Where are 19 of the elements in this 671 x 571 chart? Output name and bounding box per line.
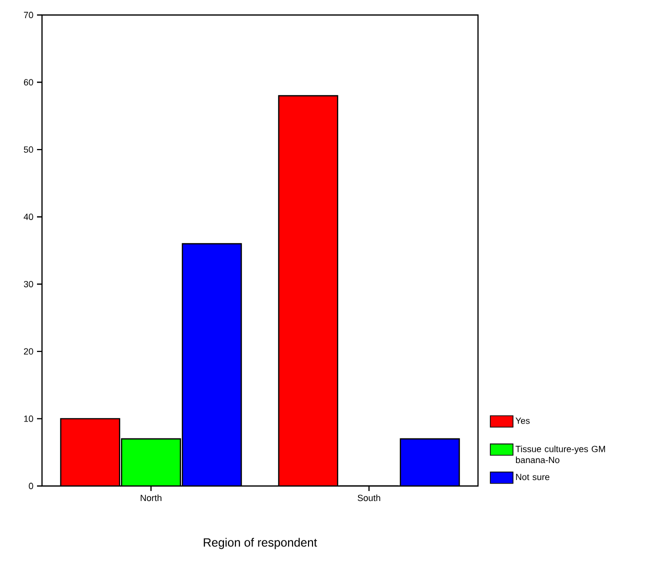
x-tick-label: North <box>140 494 162 502</box>
y-tick-label: 50 <box>24 146 34 153</box>
bar <box>60 418 120 486</box>
legend-label: Not sure <box>516 474 550 480</box>
legend-label: Tissue culture-yes GM banana-No <box>516 446 605 464</box>
y-tick-label: 40 <box>24 214 34 220</box>
y-tick-label: 0 <box>28 482 34 490</box>
y-tick-label: 30 <box>24 280 34 288</box>
x-axis-title: Region of respondent <box>204 538 318 550</box>
bar <box>278 95 338 486</box>
x-tick-label: South <box>358 494 380 502</box>
bar <box>182 243 242 486</box>
y-tick-label: 10 <box>24 416 34 422</box>
bar <box>400 438 460 486</box>
y-tick-label: 70 <box>24 12 34 18</box>
y-tick-label: 60 <box>24 79 34 86</box>
bar <box>120 438 182 486</box>
y-tick-label: 20 <box>24 348 34 355</box>
legend-label: Yes <box>516 418 530 424</box>
